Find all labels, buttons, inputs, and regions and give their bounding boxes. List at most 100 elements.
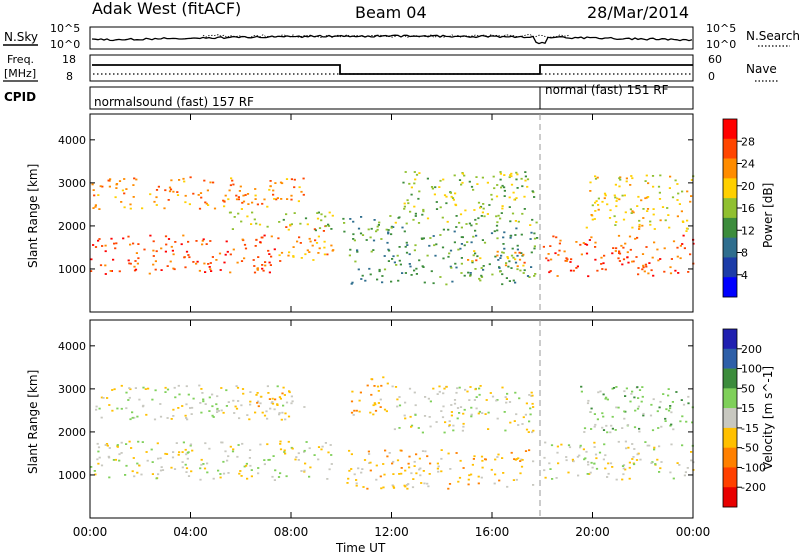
data-cell-band-5 <box>536 237 539 239</box>
data-cell-band-5 <box>504 429 507 432</box>
data-cell-band-5 <box>364 279 367 282</box>
data-cell-band-0 <box>181 451 184 453</box>
data-cell-band-0 <box>99 264 103 267</box>
data-cell-band-5 <box>466 390 469 393</box>
data-cell-band-1 <box>192 397 195 400</box>
data-cell-band-5 <box>474 252 477 255</box>
data-cell-band-8 <box>565 260 568 262</box>
data-cell-band-1 <box>235 407 239 410</box>
data-cell-band-2 <box>182 177 185 180</box>
data-cell-band-8 <box>558 249 561 252</box>
data-cell-band-3 <box>396 459 400 462</box>
data-cell-band-8 <box>557 254 560 256</box>
data-cell-band-0 <box>253 271 257 274</box>
data-cell-band-8 <box>683 247 686 250</box>
data-cell-band-0 <box>259 241 262 243</box>
colorbar-swatch <box>723 329 737 350</box>
data-cell-band-9 <box>658 191 661 194</box>
nave-tick-bottom: 0 <box>708 70 715 83</box>
data-cell-band-0 <box>152 240 155 243</box>
data-cell-band-5 <box>398 259 401 262</box>
data-cell-band-6 <box>624 468 627 471</box>
data-cell-band-1 <box>313 228 316 231</box>
data-cell-band-5 <box>378 268 381 271</box>
data-cell-band-7 <box>481 176 484 179</box>
data-cell-band-3 <box>532 460 535 463</box>
data-cell-band-7 <box>626 424 630 426</box>
data-cell-band-0 <box>260 236 263 239</box>
data-cell-band-5 <box>445 385 448 388</box>
data-cell-band-7 <box>500 212 503 214</box>
nsearch-label: N.Search <box>746 29 800 43</box>
y-tick-label: 2000 <box>58 426 86 439</box>
data-cell-band-1 <box>308 251 311 253</box>
data-cell-band-1 <box>323 240 326 243</box>
data-cell-band-4 <box>377 224 380 226</box>
colorbar-swatch <box>723 348 737 369</box>
data-cell-band-8 <box>627 261 630 264</box>
data-cell-band-0 <box>241 442 244 445</box>
data-cell-band-7 <box>604 397 607 400</box>
data-cell-band-3 <box>512 479 515 481</box>
data-cell-band-3 <box>458 476 462 479</box>
data-cell-band-0 <box>219 476 222 479</box>
data-cell-band-7 <box>524 179 527 182</box>
data-cell-band-3 <box>350 468 353 470</box>
data-cell-band-0 <box>150 448 153 451</box>
data-cell-band-0 <box>188 256 191 259</box>
data-cell-band-8 <box>681 243 684 245</box>
data-cell-band-8 <box>547 253 550 255</box>
data-cell-band-0 <box>100 464 104 467</box>
data-cell-band-5 <box>367 228 370 231</box>
data-cell-band-6 <box>644 441 647 443</box>
data-cell-band-5 <box>514 261 518 264</box>
data-cell-band-7 <box>520 177 523 180</box>
data-cell-band-5 <box>519 269 522 272</box>
data-cell-band-5 <box>509 421 512 424</box>
data-cell-band-1 <box>225 405 228 407</box>
data-cell-band-0 <box>253 265 256 267</box>
data-cell-band-7 <box>601 426 604 429</box>
data-cell-band-7 <box>503 174 506 176</box>
data-cell-band-3 <box>318 227 322 229</box>
data-cell-band-5 <box>421 265 424 268</box>
data-cell-band-5 <box>386 241 389 244</box>
data-cell-band-8 <box>629 248 632 251</box>
data-cell-band-9 <box>646 208 650 210</box>
data-cell-band-7 <box>486 213 489 215</box>
data-cell-band-1 <box>281 411 284 414</box>
data-cell-band-0 <box>269 264 272 266</box>
data-cell-band-7 <box>499 171 502 173</box>
data-cell-band-9 <box>593 218 596 220</box>
data-cell-band-7 <box>665 408 668 411</box>
data-cell-band-8 <box>647 272 650 275</box>
data-cell-band-9 <box>631 177 634 180</box>
data-cell-band-0 <box>303 470 306 473</box>
data-cell-band-0 <box>167 238 171 240</box>
data-cell-band-6 <box>522 253 525 256</box>
data-cell-band-0 <box>184 266 187 269</box>
data-cell-band-1 <box>125 391 128 394</box>
data-cell-band-5 <box>469 386 472 388</box>
data-cell-band-7 <box>605 424 608 427</box>
data-cell-band-9 <box>621 194 624 197</box>
data-cell-band-2 <box>251 201 254 204</box>
data-cell-band-3 <box>494 473 497 476</box>
data-cell-band-7 <box>633 426 637 429</box>
data-cell-band-0 <box>135 252 138 254</box>
nsky-trace <box>91 34 693 45</box>
data-cell-band-5 <box>471 261 474 264</box>
data-cell-band-5 <box>512 256 515 259</box>
data-cell-band-1 <box>314 239 317 242</box>
data-cell-band-9 <box>629 184 632 186</box>
data-cell-band-3 <box>237 212 240 215</box>
data-cell-band-0 <box>206 471 209 474</box>
data-cell-band-7 <box>649 414 653 417</box>
data-cell-band-5 <box>444 421 447 424</box>
data-cell-band-2 <box>164 189 167 192</box>
data-cell-band-5 <box>455 266 458 269</box>
data-cell-band-7 <box>583 431 586 433</box>
data-cell-band-5 <box>447 228 450 231</box>
data-cell-band-5 <box>376 278 379 281</box>
